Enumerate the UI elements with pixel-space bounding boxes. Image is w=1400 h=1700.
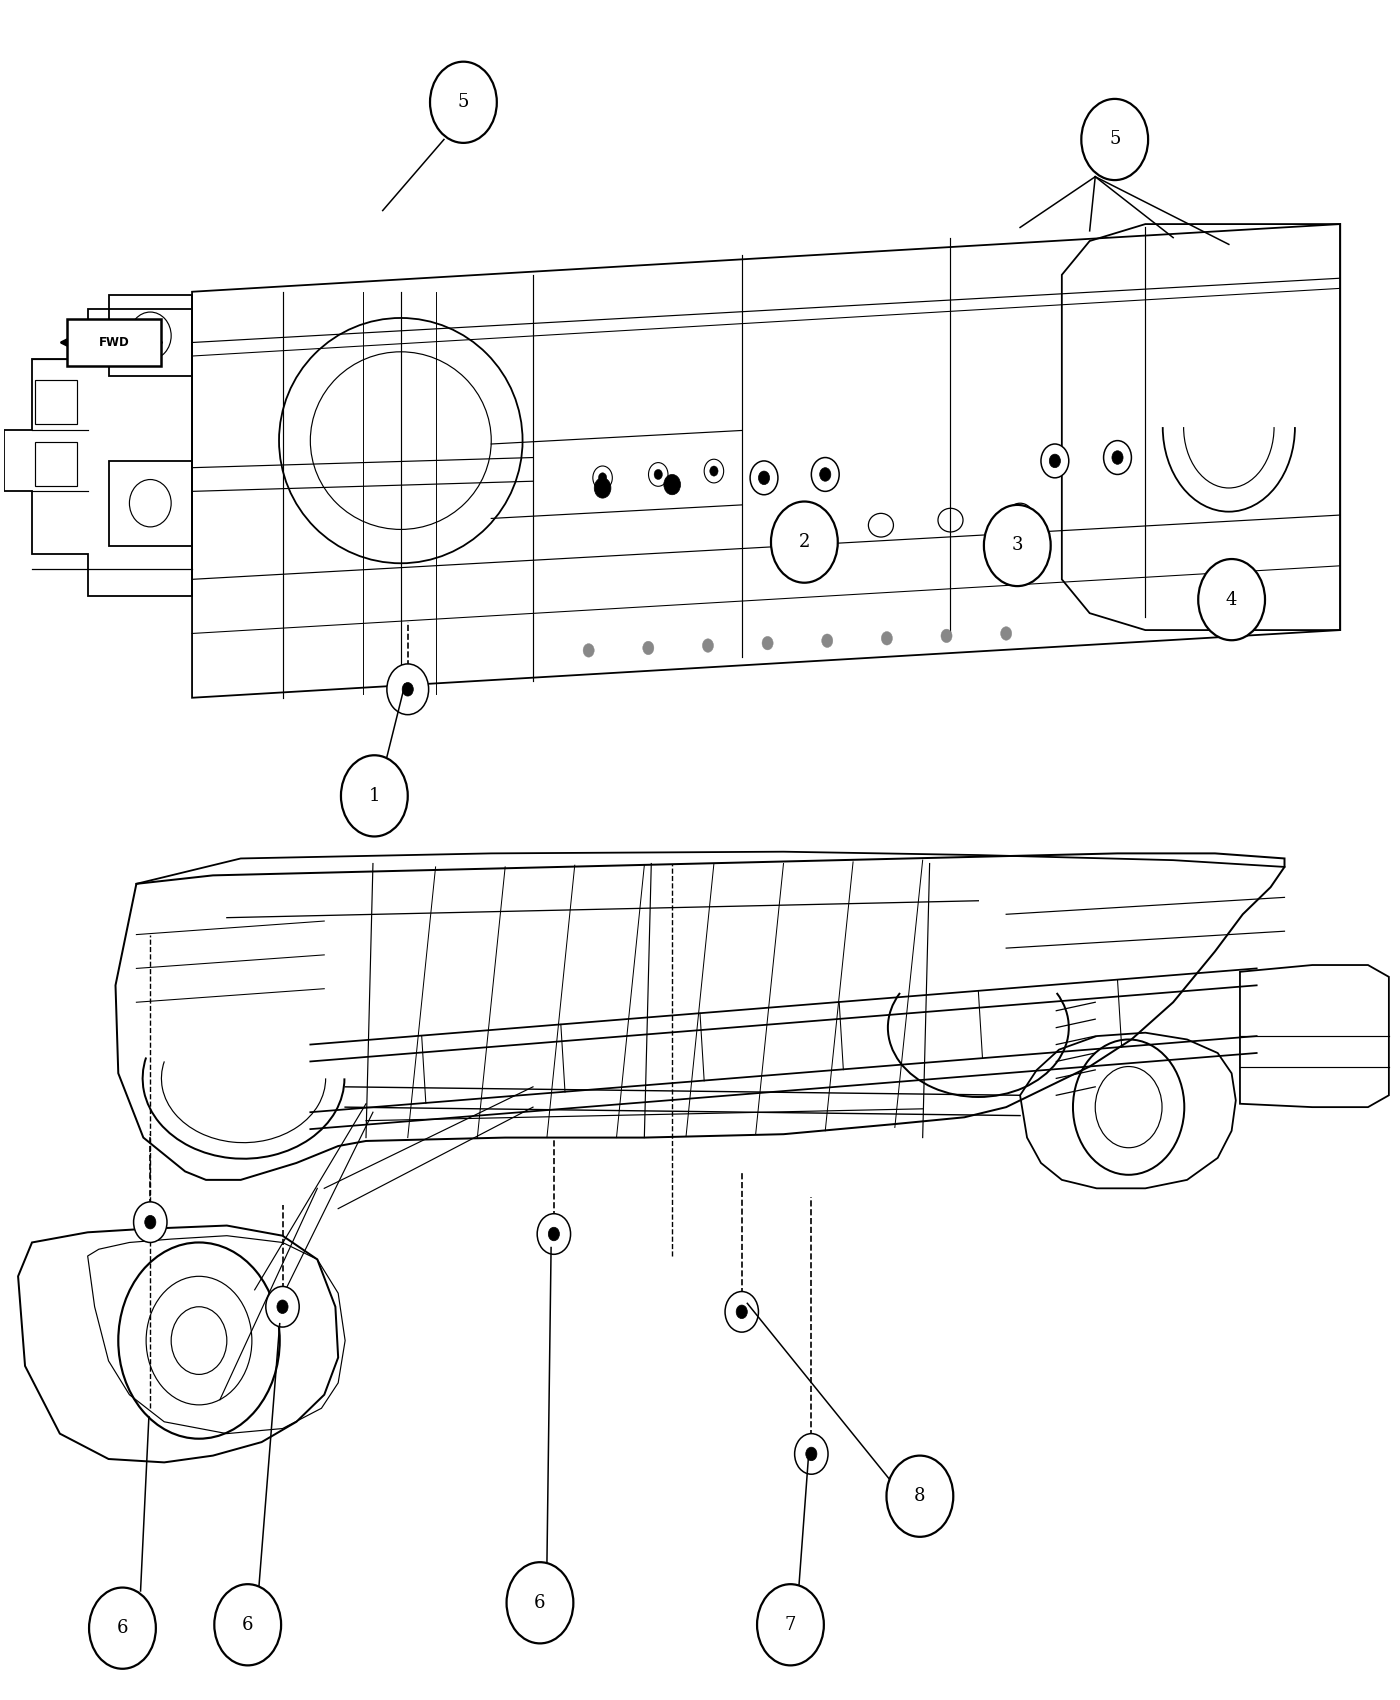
Text: 3: 3	[1012, 537, 1023, 554]
Text: 6: 6	[116, 1618, 129, 1637]
Circle shape	[430, 61, 497, 143]
Circle shape	[643, 641, 654, 654]
Circle shape	[703, 639, 714, 653]
Circle shape	[886, 1455, 953, 1537]
Circle shape	[1047, 454, 1063, 474]
Text: FWD: FWD	[99, 337, 129, 348]
Circle shape	[342, 755, 407, 836]
Circle shape	[795, 1433, 827, 1474]
Circle shape	[941, 629, 952, 643]
Circle shape	[664, 474, 680, 495]
Circle shape	[386, 665, 428, 714]
Circle shape	[816, 468, 833, 488]
Text: 5: 5	[458, 94, 469, 110]
Circle shape	[725, 1292, 759, 1333]
Circle shape	[90, 1588, 155, 1669]
Circle shape	[759, 471, 770, 484]
Text: 4: 4	[1226, 590, 1238, 609]
Circle shape	[266, 1287, 300, 1328]
Circle shape	[750, 461, 778, 495]
Circle shape	[582, 644, 594, 658]
Text: 5: 5	[1109, 131, 1120, 148]
Circle shape	[214, 1584, 281, 1666]
Circle shape	[882, 631, 892, 644]
Circle shape	[1081, 99, 1148, 180]
Text: 6: 6	[535, 1595, 546, 1612]
Circle shape	[1103, 440, 1131, 474]
Circle shape	[762, 636, 773, 649]
Circle shape	[1050, 454, 1060, 468]
Circle shape	[806, 1447, 816, 1460]
Circle shape	[1042, 444, 1068, 478]
Circle shape	[1198, 559, 1266, 641]
Circle shape	[402, 682, 413, 695]
Circle shape	[1001, 627, 1012, 641]
Circle shape	[710, 466, 718, 476]
Text: 8: 8	[914, 1488, 925, 1504]
Circle shape	[822, 634, 833, 648]
Circle shape	[549, 1227, 560, 1241]
Circle shape	[277, 1300, 288, 1314]
Circle shape	[757, 1584, 823, 1666]
Circle shape	[1109, 450, 1126, 471]
Circle shape	[133, 1202, 167, 1243]
Text: 6: 6	[242, 1615, 253, 1634]
Circle shape	[598, 473, 606, 483]
Text: 2: 2	[798, 534, 811, 551]
Circle shape	[756, 471, 773, 491]
Text: 1: 1	[368, 787, 381, 804]
Circle shape	[736, 1306, 748, 1319]
Circle shape	[654, 469, 662, 479]
Circle shape	[144, 1216, 155, 1229]
Circle shape	[812, 457, 839, 491]
Text: 7: 7	[785, 1615, 797, 1634]
Circle shape	[819, 468, 830, 481]
FancyBboxPatch shape	[67, 320, 161, 366]
Circle shape	[507, 1562, 574, 1644]
Circle shape	[984, 505, 1050, 586]
Circle shape	[538, 1214, 571, 1255]
Circle shape	[1112, 450, 1123, 464]
Circle shape	[594, 478, 610, 498]
Circle shape	[771, 502, 837, 583]
